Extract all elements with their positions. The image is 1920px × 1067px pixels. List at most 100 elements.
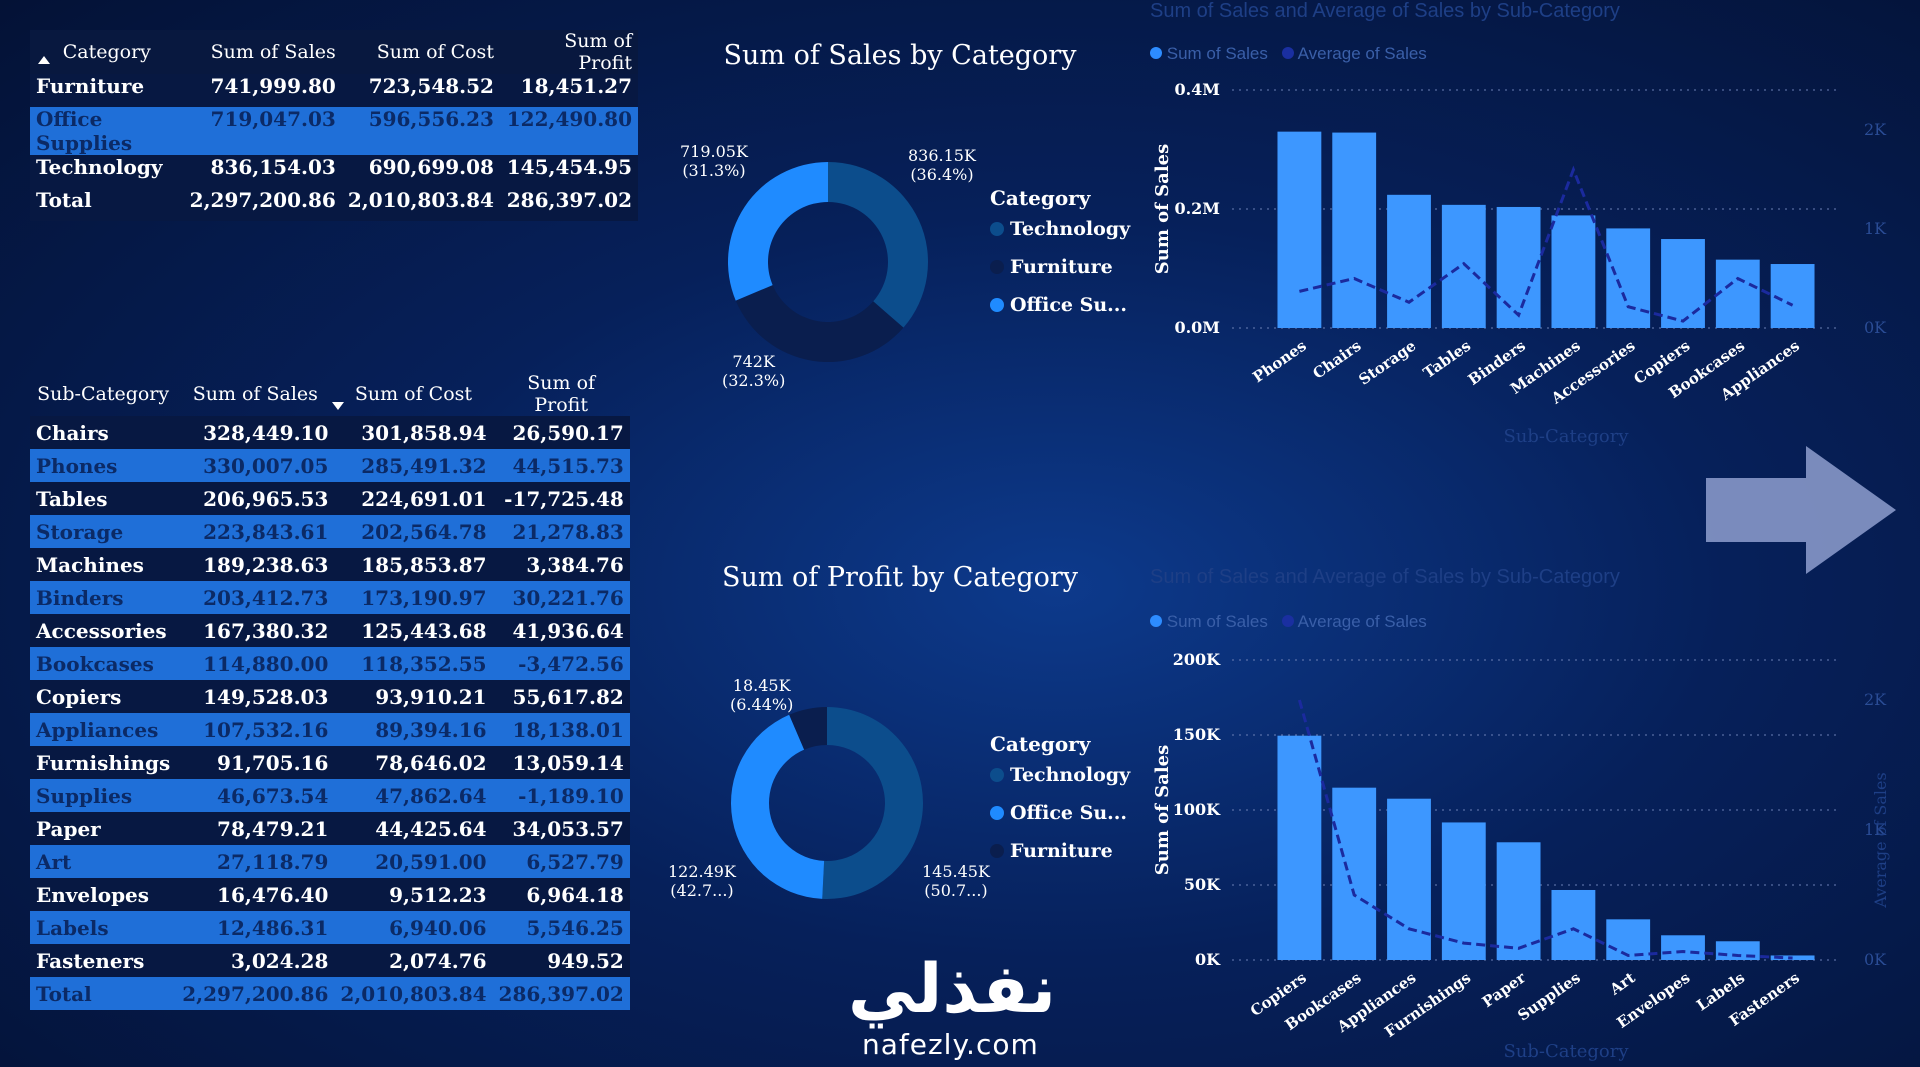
bar-chairs[interactable]	[1332, 132, 1377, 328]
column-header-cost[interactable]: Sum of Cost	[376, 41, 494, 63]
bar-tables[interactable]	[1441, 204, 1486, 328]
table-row[interactable]: Furniture 741,999.80 723,548.52 18,451.27	[30, 74, 638, 107]
column-header-sales[interactable]: Sum of Sales	[192, 383, 318, 405]
legend-item[interactable]: Furniture	[990, 248, 1130, 286]
x-tick-label: Phones	[1249, 337, 1309, 387]
table-row[interactable]: Paper 78,479.21 44,425.64 34,053.57	[30, 812, 630, 845]
table-row[interactable]: Phones 330,007.05 285,491.32 44,515.73	[30, 449, 630, 482]
average-of-sales-line[interactable]	[1299, 165, 1794, 323]
legend-item-average-of-sales[interactable]: Average of Sales	[1281, 44, 1427, 64]
column-header-sales[interactable]: Sum of Sales	[210, 41, 336, 63]
cell-value: 44,425.64	[334, 812, 493, 845]
data-label-furniture: 742K (32.3%)	[722, 352, 786, 390]
table-row[interactable]: Machines 189,238.63 185,853.87 3,384.76	[30, 548, 630, 581]
bar-appliances[interactable]	[1387, 798, 1431, 960]
legend-item-sum-of-sales[interactable]: Sum of Sales	[1150, 612, 1268, 632]
bar-supplies[interactable]	[1551, 889, 1596, 960]
bar-bookcases[interactable]	[1715, 259, 1760, 328]
profit-donut-title: Sum of Profit by Category	[721, 562, 1079, 593]
legend-item[interactable]: Office Su...	[990, 286, 1130, 324]
cell-value: 723,548.52	[341, 74, 500, 107]
table-row[interactable]: Accessories 167,380.32 125,443.68 41,936.64	[30, 614, 630, 647]
legend-item[interactable]: Furniture	[990, 832, 1130, 870]
circle-icon	[990, 768, 1004, 782]
bar-bookcases[interactable]	[1332, 787, 1377, 960]
bar-furnishings[interactable]	[1441, 822, 1486, 960]
table-row[interactable]: Copiers 149,528.03 93,910.21 55,617.82	[30, 680, 630, 713]
circle-icon	[990, 260, 1004, 274]
circle-icon	[990, 806, 1004, 820]
table-row[interactable]: Labels 12,486.31 6,940.06 5,546.25	[30, 911, 630, 944]
legend-item[interactable]: Technology	[990, 210, 1130, 248]
table-row[interactable]: Total 2,297,200.86 2,010,803.84 286,397.02	[30, 188, 638, 221]
table-row[interactable]: Total 2,297,200.86 2,010,803.84 286,397.02	[30, 977, 630, 1010]
column-header-profit[interactable]: Sum of Profit	[564, 30, 632, 74]
bar-storage[interactable]	[1387, 194, 1431, 328]
y-tick-label: 0K	[1195, 950, 1221, 969]
donut-slice-furniture[interactable]	[789, 707, 827, 750]
table-row[interactable]: Technology 836,154.03 690,699.08 145,454.95	[30, 155, 638, 188]
table-row[interactable]: Appliances 107,532.16 89,394.16 18,138.01	[30, 713, 630, 746]
row-label: Appliances	[30, 713, 177, 746]
table-row[interactable]: Fasteners 3,024.28 2,074.76 949.52	[30, 944, 630, 977]
bar-accessories[interactable]	[1606, 228, 1651, 328]
bar-copiers[interactable]	[1661, 239, 1705, 328]
bar-appliances[interactable]	[1770, 264, 1815, 328]
row-label: Chairs	[30, 416, 177, 449]
bar-paper[interactable]	[1496, 842, 1541, 960]
bar-machines[interactable]	[1551, 215, 1596, 328]
profit-donut-chart	[731, 707, 923, 899]
y2-tick-label: 0K	[1864, 950, 1887, 969]
cell-value: 16,476.40	[176, 878, 335, 911]
donut-slice-office-supplies[interactable]	[728, 162, 828, 301]
legend-title: Category	[990, 732, 1091, 756]
bar-phones[interactable]	[1277, 131, 1322, 328]
table-row[interactable]: Furnishings 91,705.16 78,646.02 13,059.14	[30, 746, 630, 779]
donut-slice-technology[interactable]	[822, 707, 923, 899]
cell-value: 223,843.61	[176, 515, 335, 548]
y2-tick-label: 2K	[1864, 690, 1887, 709]
sort-ascending-icon	[38, 56, 50, 64]
bar-copiers[interactable]	[1277, 735, 1322, 960]
bottom-combo-legend: Sum of Sales Average of Sales	[1150, 612, 1427, 632]
column-header-cost[interactable]: Sum of Cost	[354, 383, 473, 405]
legend-title: Category	[990, 186, 1091, 210]
bar-binders[interactable]	[1496, 206, 1541, 328]
table-row[interactable]: Office Supplies 719,047.03 596,556.23 122,4…	[30, 107, 638, 155]
donut-slice-technology[interactable]	[828, 162, 928, 328]
cell-value: -1,189.10	[492, 779, 630, 812]
table-row[interactable]: Art 27,118.79 20,591.00 6,527.79	[30, 845, 630, 878]
table-row[interactable]: Bookcases 114,880.00 118,352.55 -3,472.56	[30, 647, 630, 680]
row-label: Total	[30, 977, 177, 1010]
legend-label: Furniture	[1010, 256, 1113, 278]
table-row[interactable]: Envelopes 16,476.40 9,512.23 6,964.18	[30, 878, 630, 911]
table-row[interactable]: Supplies 46,673.54 47,862.64 -1,189.10	[30, 779, 630, 812]
table-row[interactable]: Chairs 328,449.10 301,858.94 26,590.17	[30, 416, 630, 449]
cell-value: 285,491.32	[334, 449, 493, 482]
cell-value: 122,490.80	[499, 107, 638, 155]
column-header-category[interactable]: Category	[62, 41, 151, 63]
table-row[interactable]: Storage 223,843.61 202,564.78 21,278.83	[30, 515, 630, 548]
y2-tick-label: 2K	[1864, 120, 1887, 139]
table-row[interactable]: Tables 206,965.53 224,691.01 -17,725.48	[30, 482, 630, 515]
cell-value: 224,691.01	[334, 482, 493, 515]
legend-item[interactable]: Technology	[990, 756, 1130, 794]
row-label: Machines	[30, 548, 177, 581]
column-header-profit[interactable]: Sum of Profit	[527, 372, 596, 416]
column-header-subcategory[interactable]: Sub-Category	[37, 383, 170, 405]
legend-item-average-of-sales[interactable]: Average of Sales	[1281, 612, 1427, 632]
donut-slice-furniture[interactable]	[735, 285, 904, 362]
legend-item-sum-of-sales[interactable]: Sum of Sales	[1150, 44, 1268, 64]
donut-slice-office-supplies[interactable]	[731, 714, 825, 899]
cell-value: 21,278.83	[492, 515, 630, 548]
bar-envelopes[interactable]	[1661, 935, 1705, 960]
table-row[interactable]: Binders 203,412.73 173,190.97 30,221.76	[30, 581, 630, 614]
average-of-sales-line[interactable]	[1297, 699, 1793, 960]
legend-item[interactable]: Office Su...	[990, 794, 1130, 832]
legend-label: Furniture	[1010, 840, 1113, 862]
y-tick-label: 200K	[1173, 650, 1221, 669]
data-label-office-supplies: 122.49K (42.7...)	[668, 862, 736, 900]
cell-value: 202,564.78	[334, 515, 493, 548]
cell-value: 596,556.23	[341, 107, 500, 155]
